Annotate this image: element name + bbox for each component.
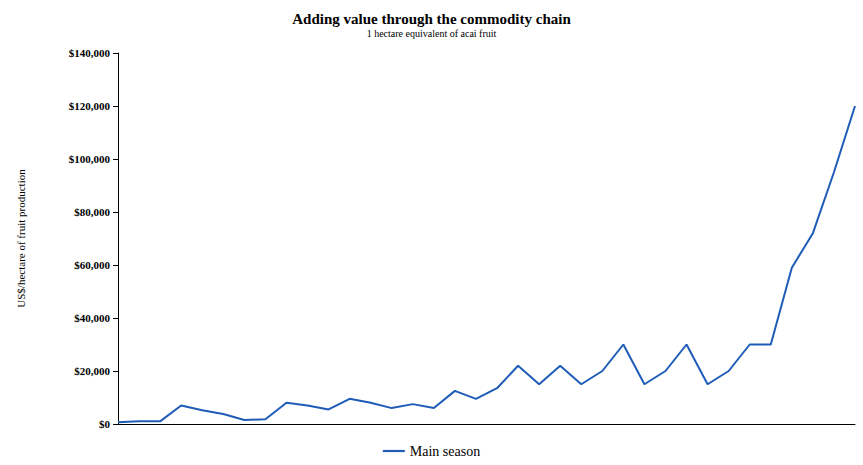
svg-text:$140,000: $140,000: [69, 47, 111, 59]
svg-text:Main season: Main season: [410, 444, 480, 459]
svg-text:Adding value through the commo: Adding value through the commodity chain: [292, 11, 571, 27]
svg-text:1 hectare equivalent of acai f: 1 hectare equivalent of acai fruit: [367, 28, 497, 39]
svg-text:$100,000: $100,000: [69, 153, 111, 165]
svg-text:$80,000: $80,000: [74, 206, 110, 218]
svg-text:$40,000: $40,000: [74, 312, 110, 324]
svg-text:$0: $0: [99, 418, 111, 430]
svg-text:$120,000: $120,000: [69, 100, 111, 112]
svg-text:$20,000: $20,000: [74, 365, 110, 377]
svg-text:$60,000: $60,000: [74, 259, 110, 271]
svg-text:US$/hectare of fruit productio: US$/hectare of fruit production: [15, 169, 27, 308]
